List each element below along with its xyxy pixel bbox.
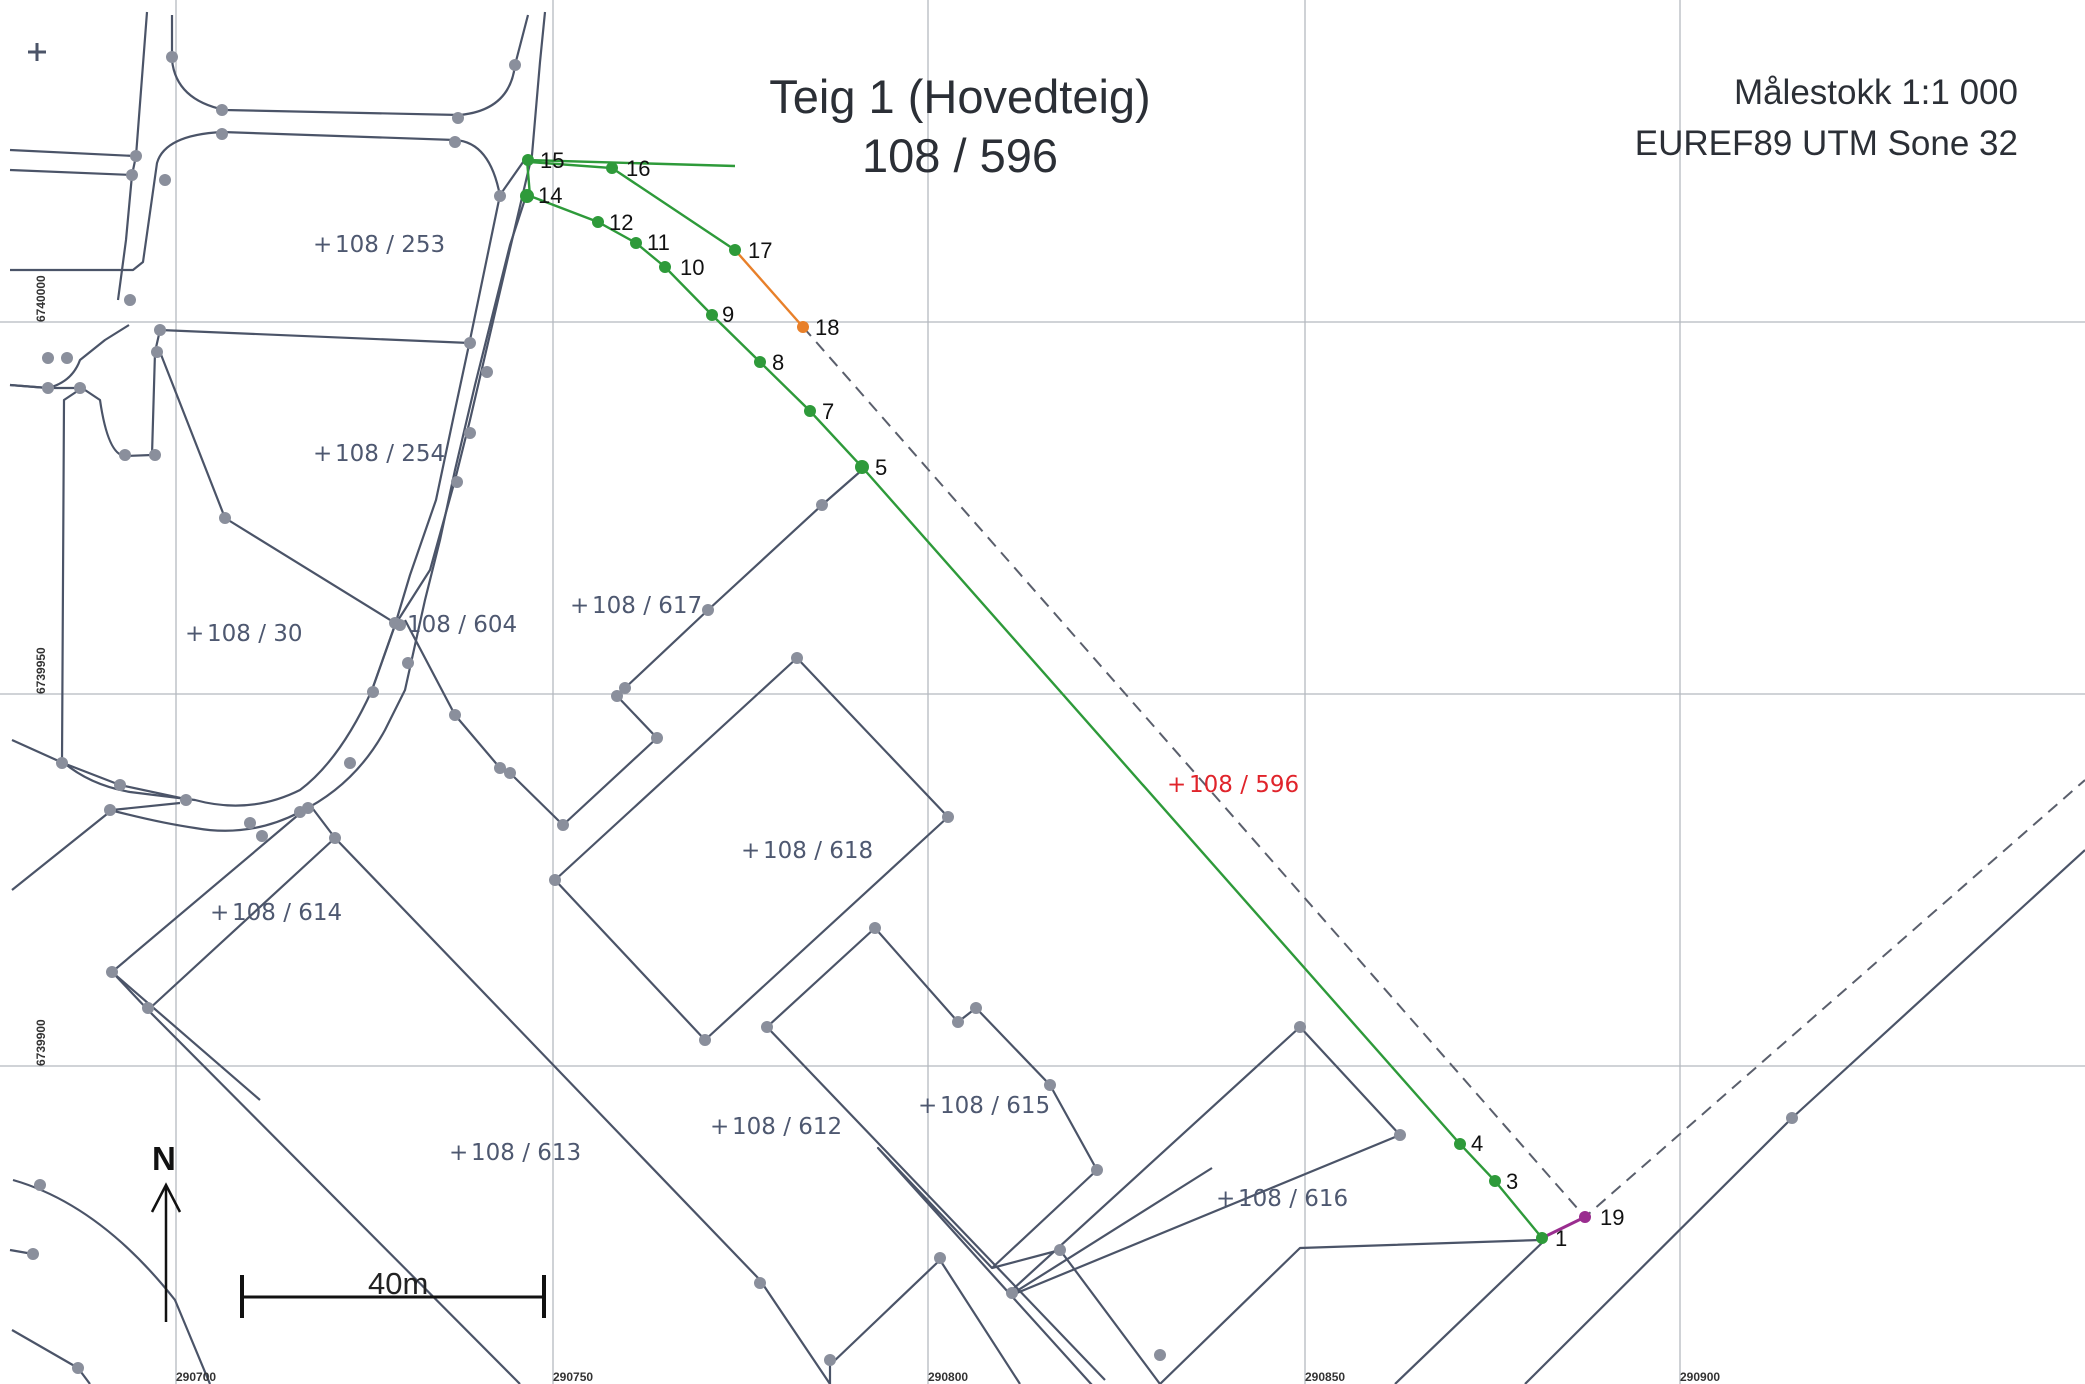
scale-bar-label: 40m bbox=[368, 1266, 428, 1301]
svg-text:7: 7 bbox=[822, 399, 834, 424]
svg-text:108 / 596: 108 / 596 bbox=[1189, 772, 1299, 798]
svg-text:+: + bbox=[313, 232, 332, 258]
boundary-point: 19 bbox=[1579, 1205, 1624, 1230]
parcel-label: +108 / 616 bbox=[1216, 1186, 1348, 1212]
svg-text:108 / 254: 108 / 254 bbox=[335, 441, 445, 467]
svg-text:+: + bbox=[570, 593, 589, 619]
parcel-label: +108 / 615 bbox=[918, 1093, 1050, 1119]
parcel-label: +108 / 254 bbox=[313, 441, 445, 467]
svg-text:18: 18 bbox=[815, 315, 839, 340]
parcel-label: +108 / 617 bbox=[570, 593, 702, 619]
easting-label: 290700 bbox=[176, 1370, 216, 1384]
svg-text:108 / 615: 108 / 615 bbox=[940, 1093, 1050, 1119]
parcel-vertices bbox=[27, 51, 1798, 1374]
svg-text:108 / 30: 108 / 30 bbox=[207, 621, 303, 647]
parcel-label: +108 / 614 bbox=[210, 900, 342, 926]
corner-cross-icon bbox=[28, 43, 46, 61]
svg-text:16: 16 bbox=[626, 156, 650, 181]
boundary-points: 1 3 4 5 7 8 9 10 11 12 14 15 16 17 18 19 bbox=[520, 148, 1624, 1251]
svg-text:108 / 253: 108 / 253 bbox=[335, 232, 445, 258]
boundary-point: 8 bbox=[754, 350, 784, 375]
svg-text:N: N bbox=[152, 1140, 176, 1177]
svg-text:108 / 612: 108 / 612 bbox=[732, 1114, 842, 1140]
northing-label: 6739950 bbox=[34, 647, 48, 694]
svg-text:108 / 617: 108 / 617 bbox=[592, 593, 702, 619]
parcel-label: +108 / 30 bbox=[185, 621, 303, 647]
parcel-label: +108 / 613 bbox=[449, 1140, 581, 1166]
boundary-point: 17 bbox=[729, 238, 772, 263]
boundary-point: 5 bbox=[855, 455, 887, 480]
svg-text:3: 3 bbox=[1506, 1169, 1518, 1194]
parcel-label: +108 / 612 bbox=[710, 1114, 842, 1140]
parcel-label: 108 / 604 bbox=[407, 612, 517, 638]
map-title: Teig 1 (Hovedteig) bbox=[769, 70, 1150, 123]
northing-label: 6740000 bbox=[34, 275, 48, 322]
svg-text:4: 4 bbox=[1471, 1131, 1483, 1156]
svg-text:+: + bbox=[185, 621, 204, 647]
svg-text:12: 12 bbox=[609, 210, 633, 235]
svg-text:+: + bbox=[710, 1114, 729, 1140]
svg-text:+: + bbox=[741, 838, 760, 864]
svg-text:108 / 604: 108 / 604 bbox=[407, 612, 517, 638]
parcel-lines bbox=[9, 11, 2085, 1384]
svg-text:11: 11 bbox=[647, 230, 670, 255]
easting-label: 290800 bbox=[928, 1370, 968, 1384]
svg-text:108 / 618: 108 / 618 bbox=[763, 838, 873, 864]
parcel-label: +108 / 618 bbox=[741, 838, 873, 864]
parcel-labels: +108 / 253 +108 / 254 108 / 604 +108 / 3… bbox=[185, 232, 1348, 1212]
svg-text:10: 10 bbox=[680, 255, 704, 280]
parcel-label-main: +108 / 596 bbox=[1167, 772, 1299, 798]
svg-text:+: + bbox=[1167, 772, 1186, 798]
boundary-point: 16 bbox=[606, 156, 650, 181]
svg-text:14: 14 bbox=[538, 183, 562, 208]
boundary-point: 3 bbox=[1489, 1169, 1518, 1194]
datum-info: EUREF89 UTM Sone 32 bbox=[1635, 124, 2018, 163]
coordinate-labels: 290700 290750 290800 290850 290900 67400… bbox=[34, 275, 1720, 1384]
boundary-point: 7 bbox=[804, 399, 834, 424]
boundary-point: 10 bbox=[659, 255, 704, 280]
boundary-point: 18 bbox=[797, 315, 839, 340]
svg-text:15: 15 bbox=[540, 148, 564, 173]
svg-text:+: + bbox=[313, 441, 332, 467]
dashed-boundary bbox=[802, 326, 2085, 1219]
boundary-point: 15 bbox=[522, 148, 564, 173]
map-subtitle: 108 / 596 bbox=[862, 129, 1058, 182]
boundary-point: 14 bbox=[520, 183, 562, 208]
boundary-point: 4 bbox=[1454, 1131, 1483, 1156]
svg-text:108 / 613: 108 / 613 bbox=[471, 1140, 581, 1166]
easting-label: 290850 bbox=[1305, 1370, 1345, 1384]
svg-text:5: 5 bbox=[875, 455, 887, 480]
easting-label: 290750 bbox=[553, 1370, 593, 1384]
scale-bar: 40m bbox=[240, 1266, 546, 1318]
boundary-point: 12 bbox=[592, 210, 633, 235]
svg-text:+: + bbox=[449, 1140, 468, 1166]
svg-text:108 / 616: 108 / 616 bbox=[1238, 1186, 1348, 1212]
svg-text:108 / 614: 108 / 614 bbox=[232, 900, 342, 926]
north-arrow-icon: N bbox=[150, 1140, 182, 1322]
svg-text:19: 19 bbox=[1600, 1205, 1624, 1230]
svg-text:8: 8 bbox=[772, 350, 784, 375]
svg-text:9: 9 bbox=[722, 302, 734, 327]
svg-text:1: 1 bbox=[1555, 1226, 1567, 1251]
svg-text:+: + bbox=[918, 1093, 937, 1119]
svg-text:+: + bbox=[1216, 1186, 1235, 1212]
scale-info: Målestokk 1:1 000 bbox=[1734, 73, 2018, 112]
svg-text:17: 17 bbox=[748, 238, 772, 263]
boundary-point: 9 bbox=[706, 302, 734, 327]
parcel-label: +108 / 253 bbox=[313, 232, 445, 258]
svg-text:+: + bbox=[210, 900, 229, 926]
easting-label: 290900 bbox=[1680, 1370, 1720, 1384]
boundary-point: 1 bbox=[1536, 1226, 1567, 1251]
boundary-point: 11 bbox=[630, 230, 670, 255]
northing-label: 6739900 bbox=[34, 1019, 48, 1066]
